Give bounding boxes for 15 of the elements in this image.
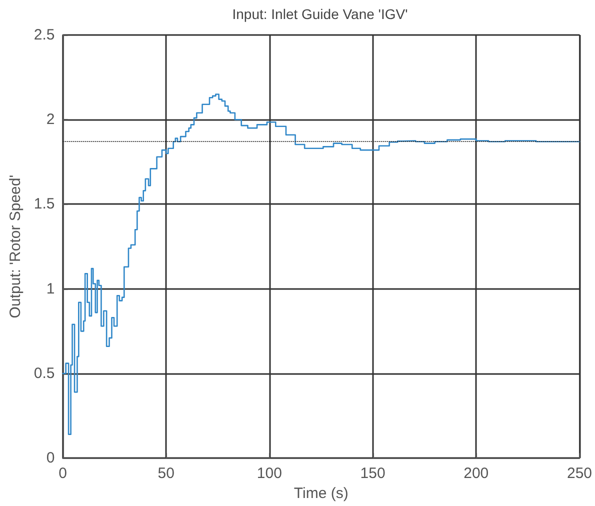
x-tick-label: 200 <box>464 465 489 482</box>
y-tick-label: 1 <box>46 280 55 298</box>
y-tick-label: 2.5 <box>34 26 55 44</box>
x-tick-label: 100 <box>256 465 282 482</box>
y-tick-label: 0 <box>46 450 55 467</box>
y-tick-label: 0.5 <box>34 364 55 382</box>
y-axis-title: Output: 'Rotor Speed' <box>7 174 24 318</box>
chart-title: Input: Inlet Guide Vane 'IGV' <box>232 6 408 22</box>
x-axis-title: Time (s) <box>294 485 348 502</box>
x-tick-label: 150 <box>360 465 386 482</box>
x-tick-label: 250 <box>566 465 592 482</box>
x-tick-label: 50 <box>158 465 174 482</box>
x-tick-label: 0 <box>58 465 67 482</box>
y-tick-label: 2 <box>46 111 55 128</box>
y-tick-label: 1.5 <box>34 196 55 213</box>
